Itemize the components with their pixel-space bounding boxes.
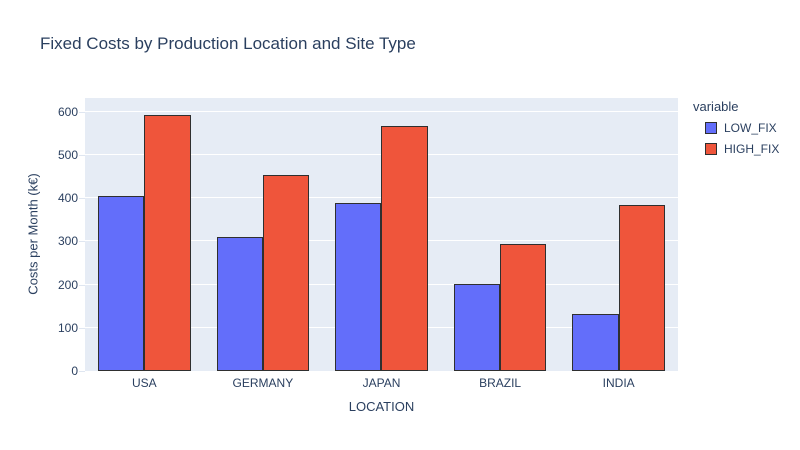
bar-pair xyxy=(335,98,428,371)
bar-pair xyxy=(98,98,191,371)
y-tick-label: 500 xyxy=(57,148,78,163)
bar-pair xyxy=(453,98,547,371)
y-tick-mark xyxy=(79,327,85,329)
y-tick-label: 600 xyxy=(57,104,78,119)
bar-group-germany xyxy=(204,98,323,371)
x-tick-label-india: INDIA xyxy=(602,376,635,390)
y-tick-mark xyxy=(79,198,85,200)
bar-group-japan xyxy=(322,98,441,371)
bar-high_fix-india[interactable] xyxy=(618,205,665,371)
y-tick-mark xyxy=(79,284,85,286)
bar-pair xyxy=(216,98,310,371)
x-tick-label-usa: USA xyxy=(131,376,157,390)
x-axis-tick-labels: USA GERMANY JAPAN BRAZIL INDIA xyxy=(85,376,678,390)
plot-area xyxy=(85,98,678,371)
x-axis-title: LOCATION xyxy=(348,399,415,414)
legend-item-high_fix[interactable]: HIGH_FIX xyxy=(690,142,779,156)
bar-group-usa xyxy=(85,98,204,371)
y-tick-mark xyxy=(79,111,85,113)
bar-low_fix-india[interactable] xyxy=(572,314,619,371)
bar-low_fix-brazil[interactable] xyxy=(453,284,501,371)
bar-low_fix-usa[interactable] xyxy=(98,196,145,371)
bar-high_fix-usa[interactable] xyxy=(144,115,191,371)
y-tick-label: 100 xyxy=(57,320,78,335)
legend-item-low_fix[interactable]: LOW_FIX xyxy=(690,121,779,135)
bar-low_fix-germany[interactable] xyxy=(216,237,263,371)
y-tick-label: 200 xyxy=(57,277,78,292)
x-tick-label-japan: JAPAN xyxy=(362,376,401,390)
legend-label: LOW_FIX xyxy=(724,121,777,135)
bar-high_fix-germany[interactable] xyxy=(262,175,310,371)
x-tick-label-germany: GERMANY xyxy=(232,376,294,390)
bar-high_fix-japan[interactable] xyxy=(381,126,428,371)
y-tick-mark xyxy=(79,371,85,372)
bar-high_fix-brazil[interactable] xyxy=(500,243,547,371)
legend: variable LOW_FIX HIGH_FIX xyxy=(690,99,779,163)
y-tick-mark xyxy=(79,241,85,243)
legend-title: variable xyxy=(693,99,739,114)
y-tick-label: 300 xyxy=(57,234,78,249)
chart-title: Fixed Costs by Production Location and S… xyxy=(40,34,416,53)
x-tick-label-brazil: BRAZIL xyxy=(479,376,522,390)
y-tick-mark xyxy=(79,155,85,157)
bar-groups xyxy=(85,98,678,371)
y-tick-label: 400 xyxy=(57,191,78,206)
y-tick-label: 0 xyxy=(71,364,78,378)
legend-swatch-icon xyxy=(705,122,717,134)
legend-swatch-icon xyxy=(705,143,717,155)
gridline-y600 xyxy=(85,110,678,112)
legend-items: LOW_FIX HIGH_FIX xyxy=(690,121,779,156)
bar-group-india xyxy=(559,98,678,371)
bar-group-brazil xyxy=(441,98,560,371)
y-axis-title: Costs per Month (k€) xyxy=(25,173,41,295)
bar-low_fix-japan[interactable] xyxy=(335,202,382,371)
legend-label: HIGH_FIX xyxy=(724,142,780,156)
bar-pair xyxy=(572,98,665,371)
